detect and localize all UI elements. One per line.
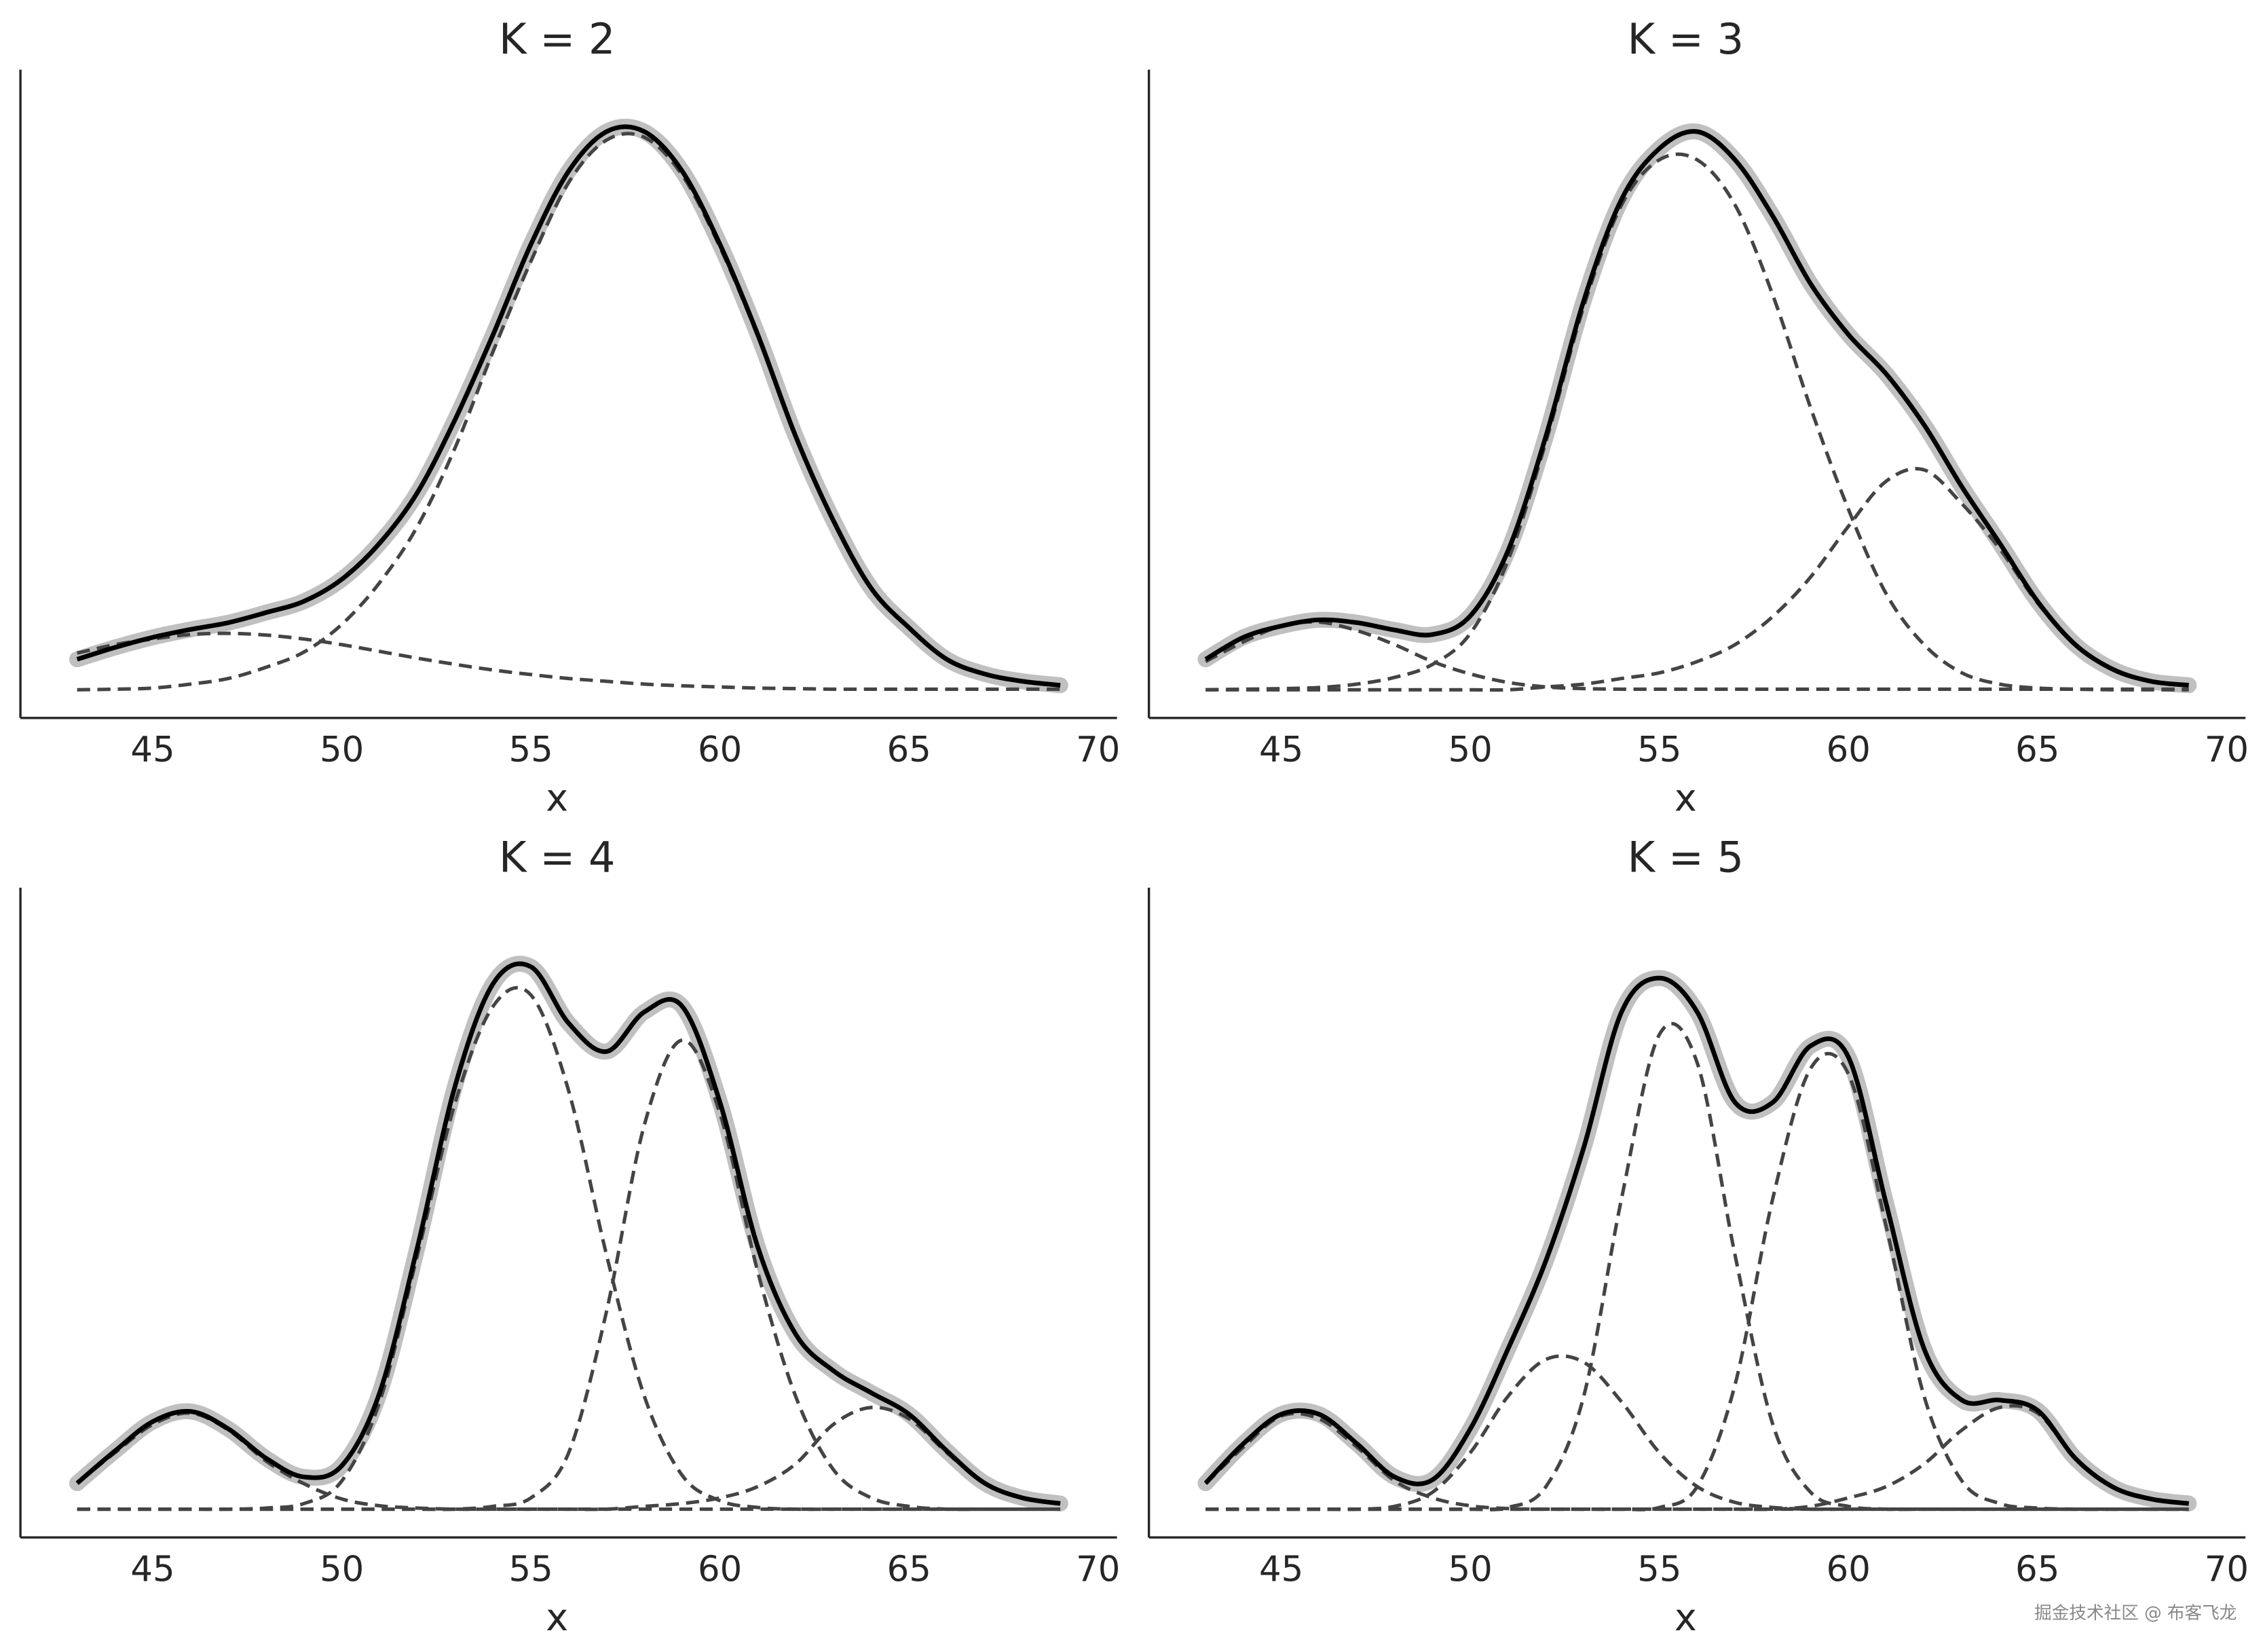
component-line <box>77 132 1061 692</box>
x-tick-label: 50 <box>320 730 364 770</box>
watermark: 掘金技术社区 @ 布客飞龙 <box>2034 1603 2237 1623</box>
x-tick-label: 70 <box>2205 1549 2249 1590</box>
component-line <box>77 1038 1061 1512</box>
component-line <box>77 631 1061 692</box>
panel-title: K = 4 <box>499 832 615 882</box>
x-tick-label: 60 <box>698 730 742 770</box>
component-line <box>1205 467 2189 692</box>
x-tick-label: 50 <box>1448 1549 1493 1590</box>
x-tick-label: 60 <box>698 1549 742 1590</box>
x-tick-label: 70 <box>1076 1549 1120 1590</box>
posterior-band <box>1197 123 2197 694</box>
x-tick-label: 50 <box>1448 730 1493 770</box>
x-tick-label: 50 <box>320 1549 364 1590</box>
x-axis-label: x <box>1675 776 1697 821</box>
mean-line <box>1204 129 2189 688</box>
x-tick-label: 55 <box>509 730 553 770</box>
x-tick-label: 65 <box>2015 1549 2059 1590</box>
x-tick-label: 65 <box>887 730 931 770</box>
x-tick-label: 60 <box>1827 1549 1871 1590</box>
x-tick-label: 70 <box>2205 730 2249 770</box>
x-tick-label: 65 <box>2015 730 2059 770</box>
component-line <box>1204 1411 2189 1512</box>
posterior-band <box>69 118 1068 694</box>
panel-title: K = 3 <box>1628 14 1744 64</box>
x-tick-label: 70 <box>1076 730 1120 770</box>
panel-title: K = 5 <box>1628 832 1744 882</box>
x-tick-label: 45 <box>130 730 174 770</box>
x-tick-label: 65 <box>887 1549 931 1590</box>
panel-title: K = 2 <box>499 14 615 64</box>
posterior-band <box>69 956 1068 1512</box>
component-line <box>1205 152 2189 692</box>
x-tick-label: 45 <box>1259 730 1303 770</box>
mean-line <box>1203 975 2190 1506</box>
posterior-band <box>1197 970 2197 1512</box>
x-axis-label: x <box>1675 1596 1697 1640</box>
x-tick-label: 55 <box>1637 1549 1681 1590</box>
x-axis-label: x <box>546 1596 568 1640</box>
x-tick-label: 55 <box>1637 730 1681 770</box>
x-tick-label: 55 <box>509 1549 553 1590</box>
mean-line <box>76 124 1061 688</box>
x-tick-label: 45 <box>1259 1549 1303 1590</box>
component-line <box>1205 1404 2189 1512</box>
component-line <box>1205 620 2189 692</box>
x-tick-label: 45 <box>130 1549 174 1590</box>
component-line <box>77 1406 1061 1512</box>
mean-line <box>75 961 1061 1506</box>
x-axis-label: x <box>546 776 568 821</box>
x-tick-label: 60 <box>1827 730 1871 770</box>
